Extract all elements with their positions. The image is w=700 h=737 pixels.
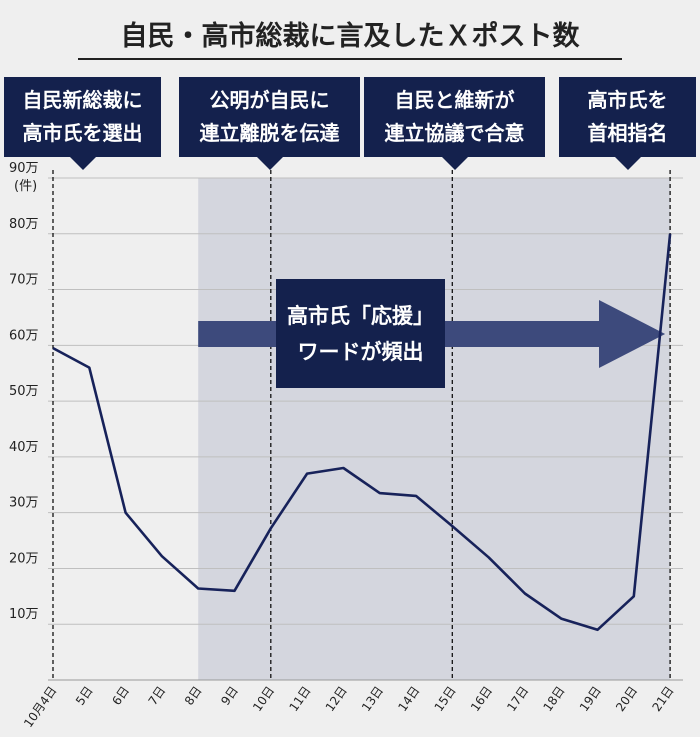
- y-tick-label: 40万: [9, 440, 39, 455]
- series-line: [52, 233, 672, 632]
- x-tick-label: 11日: [286, 684, 313, 714]
- y-tick-label: 20万: [9, 551, 39, 566]
- y-tick-label: 60万: [9, 328, 39, 343]
- annotation-box: 高市氏「応援」 ワードが頻出: [276, 279, 445, 388]
- y-tick-label: 80万: [9, 217, 39, 232]
- event-label-pm-nomination: 高市氏を 首相指名: [559, 77, 696, 170]
- x-tick-label: 6日: [109, 684, 132, 708]
- x-tick-label: 20日: [613, 684, 640, 714]
- x-tick-label: 13日: [359, 684, 386, 714]
- x-tick-label: 16日: [468, 684, 495, 714]
- title-underline: [78, 58, 622, 60]
- arrow-head: [599, 300, 666, 368]
- y-axis-unit: (件): [14, 179, 37, 194]
- x-tick-label: 7日: [146, 684, 169, 708]
- x-tick-label: 21日: [649, 684, 676, 714]
- x-tick-label: 5日: [73, 684, 96, 708]
- event-label-komeito-exit: 公明が自民に 連立離脱を伝達: [179, 77, 360, 170]
- x-tick-label: 8日: [182, 684, 205, 708]
- x-tick-label: 15日: [432, 684, 459, 714]
- x-tick-label: 12日: [323, 684, 350, 714]
- x-tick-label: 9日: [218, 684, 241, 708]
- y-tick-label: 10万: [9, 607, 39, 622]
- event-label-new-president: 自民新総裁に 高市氏を選出: [4, 77, 161, 170]
- y-tick-label: 30万: [9, 496, 39, 511]
- x-tick-label: 17日: [504, 684, 531, 714]
- x-tick-label: 10月4日: [21, 684, 59, 730]
- highlight-period-band: [198, 178, 671, 680]
- y-tick-label: 90万: [9, 161, 39, 176]
- x-tick-label: 14日: [395, 684, 422, 714]
- event-label-ishin-agreement: 自民と維新が 連立協議で合意: [364, 77, 545, 170]
- y-tick-label: 50万: [9, 384, 39, 399]
- y-tick-label: 70万: [9, 273, 39, 288]
- x-tick-label: 18日: [541, 684, 568, 714]
- page-title: 自民・高市総裁に言及したＸポスト数: [120, 21, 580, 52]
- x-tick-label: 10日: [250, 684, 277, 714]
- x-tick-label: 19日: [577, 684, 604, 714]
